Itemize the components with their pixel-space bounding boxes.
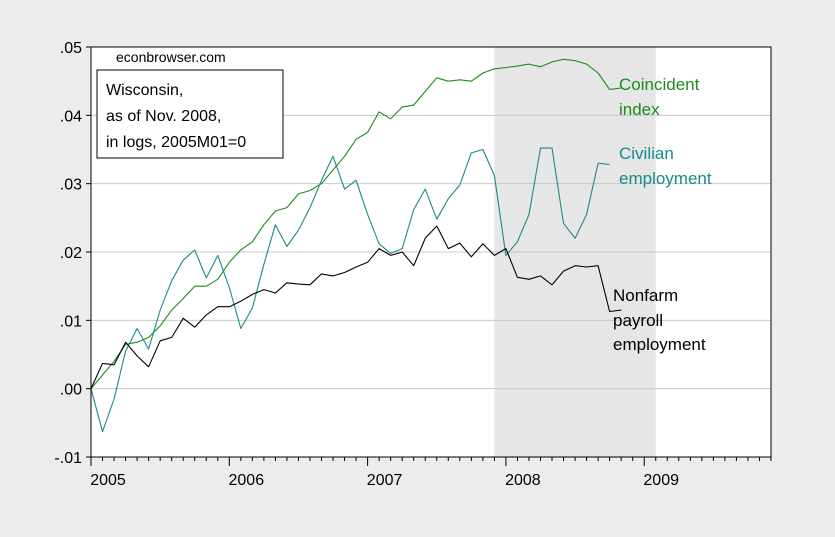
civilian-employment-label-2: employment bbox=[619, 169, 712, 188]
series-layer bbox=[90, 58, 622, 433]
y-tick-label: .03 bbox=[60, 177, 82, 194]
nonfarm-payroll-label-2: payroll bbox=[613, 311, 663, 330]
y-tick-label: .04 bbox=[60, 108, 82, 125]
labels-layer: econbrowser.com Wisconsin, as of Nov. 20… bbox=[96, 49, 712, 354]
annotation-line-1: Wisconsin, bbox=[106, 82, 183, 99]
x-tick-label: 2007 bbox=[367, 472, 403, 489]
y-tick-label: .01 bbox=[60, 313, 82, 330]
nonfarm-payroll-label-3: employment bbox=[613, 335, 706, 354]
x-tick-label: 2005 bbox=[90, 472, 126, 489]
x-tick-label: 2008 bbox=[505, 472, 541, 489]
axes-layer: -.01 .00 .01 .02 .03 .04 .05 2005 2006 2007 2008 20… bbox=[54, 40, 772, 489]
annotation-line-3: in logs, 2005M01=0 bbox=[106, 134, 246, 151]
annotation-line-2: as of Nov. 2008, bbox=[106, 108, 221, 125]
y-tick-label: -.01 bbox=[54, 450, 82, 467]
coincident-index-label-1: Coincident bbox=[619, 75, 700, 94]
coincident-index-line bbox=[90, 58, 622, 390]
watermark-text: econbrowser.com bbox=[116, 49, 226, 65]
y-tick-label: .02 bbox=[60, 245, 82, 262]
nonfarm-payroll-label-1: Nonfarm bbox=[613, 286, 678, 305]
civilian-employment-label-1: Civilian bbox=[619, 144, 674, 163]
nonfarm-payroll-employment-line bbox=[90, 225, 622, 389]
y-tick-label: .05 bbox=[60, 40, 82, 57]
y-tick-label: .00 bbox=[60, 382, 82, 399]
annotation-box bbox=[96, 69, 284, 159]
coincident-index-label-2: index bbox=[619, 100, 660, 119]
x-tick-label: 2006 bbox=[229, 472, 265, 489]
x-tick-label: 2009 bbox=[643, 472, 679, 489]
civilian-employment-line bbox=[90, 147, 610, 433]
